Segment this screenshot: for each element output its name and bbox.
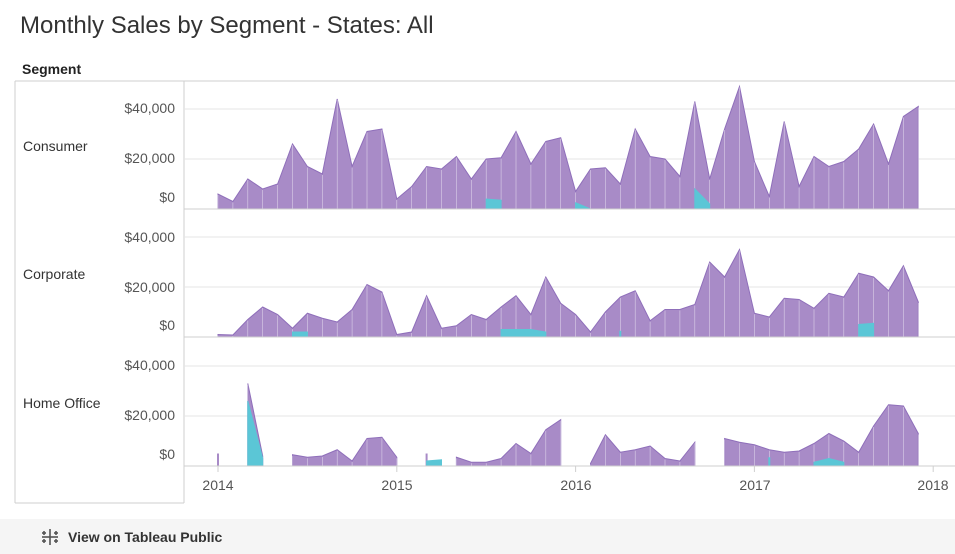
area-chart (14, 80, 955, 504)
footer-link-label: View on Tableau Public (68, 529, 223, 545)
y-tick-label: $20,000 (124, 279, 175, 295)
overlay-area-series (292, 331, 308, 338)
y-tick-label: $20,000 (124, 407, 175, 423)
y-tick-label: $40,000 (124, 229, 175, 245)
view-on-tableau-public-link[interactable]: View on Tableau Public (40, 527, 222, 547)
x-tick-label: 2018 (917, 477, 949, 493)
x-tick-label: 2016 (560, 477, 592, 493)
y-tick-label: $20,000 (124, 150, 175, 166)
overlay-area-series (247, 400, 264, 467)
overlay-area-series (858, 322, 875, 338)
area-series (455, 418, 562, 467)
y-tick-label: $0 (159, 317, 175, 333)
y-tick-label: $40,000 (124, 100, 175, 116)
y-tick-label: $40,000 (124, 357, 175, 373)
x-tick-label: 2014 (202, 477, 234, 493)
segment-label-corporate: Corporate (23, 266, 86, 282)
overlay-area-series (500, 329, 547, 338)
y-tick-label: $0 (159, 446, 175, 462)
tableau-logo-icon (40, 527, 60, 547)
area-series (724, 404, 919, 467)
area-series (590, 433, 696, 467)
overlay-area-series (485, 198, 502, 210)
overlay-area-series (426, 459, 442, 467)
x-tick-label: 2017 (739, 477, 771, 493)
area-series (217, 248, 919, 338)
area-series (292, 436, 398, 467)
segment-label-consumer: Consumer (23, 138, 88, 154)
x-tick-label: 2015 (381, 477, 413, 493)
page-title: Monthly Sales by Segment - States: All (20, 12, 434, 39)
area-series (217, 84, 919, 210)
y-tick-label: $0 (159, 189, 175, 205)
footer-bar: View on Tableau Public (0, 519, 955, 554)
segment-label-home-office: Home Office (23, 395, 101, 411)
segment-column-header: Segment (22, 61, 82, 77)
